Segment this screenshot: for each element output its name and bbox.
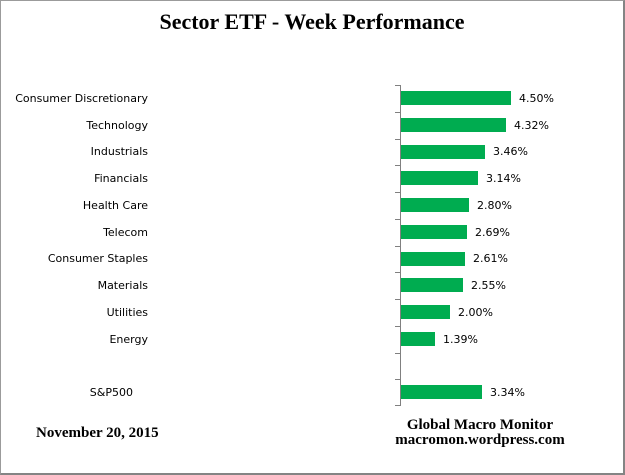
data-label: 3.46%	[493, 145, 528, 159]
source-url: macromon.wordpress.com	[395, 432, 565, 448]
data-label: 2.00%	[458, 305, 493, 319]
data-label: 2.61%	[473, 252, 508, 266]
chart-row: Consumer Staples 2.61%	[1, 246, 623, 273]
axis-tick	[395, 353, 400, 354]
data-label: 3.34%	[490, 386, 525, 400]
axis-tick	[395, 192, 400, 193]
data-label: 3.14%	[486, 172, 521, 186]
value-bar	[401, 171, 478, 186]
value-bar	[401, 224, 467, 239]
category-label: Financials	[94, 172, 148, 186]
chart-row: Financials 3.14%	[1, 165, 623, 192]
category-label: Consumer Discretionary	[15, 91, 148, 105]
data-label: 2.69%	[475, 225, 510, 239]
chart-row: S&P500 3.34%	[1, 379, 623, 406]
chart-row: Materials 2.55%	[1, 272, 623, 299]
value-bar	[401, 117, 506, 132]
value-bar	[401, 144, 485, 159]
value-bar	[401, 251, 465, 266]
value-bar	[401, 91, 511, 105]
category-label: Consumer Staples	[47, 252, 148, 266]
chart-row: Energy 1.39%	[1, 326, 623, 353]
chart-row: Consumer Discretionary 4.50%	[1, 85, 623, 112]
axis-tick	[395, 85, 400, 86]
category-label: Materials	[97, 279, 148, 293]
axis-tick	[395, 139, 400, 140]
value-bar	[401, 305, 450, 319]
category-label: Energy	[109, 332, 148, 346]
chart-row: Utilities 2.00%	[1, 299, 623, 326]
axis-tick	[395, 299, 400, 300]
axis-tick	[395, 165, 400, 166]
date-label: November 20, 2015	[36, 425, 159, 441]
value-bar	[401, 278, 463, 293]
axis-tick	[395, 272, 400, 273]
axis-tick	[395, 405, 400, 406]
source-name: Global Macro Monitor	[406, 417, 554, 433]
axis-tick	[395, 219, 400, 220]
axis-tick	[395, 112, 400, 113]
data-label: 4.32%	[514, 118, 549, 132]
chart-row: Industrials 3.46%	[1, 139, 623, 166]
chart-title: Sector ETF - Week Performance	[159, 9, 465, 34]
category-label: S&P500	[89, 386, 133, 400]
data-label: 2.55%	[471, 279, 506, 293]
data-label: 4.50%	[519, 91, 554, 105]
chart-row: Telecom 2.69%	[1, 219, 623, 246]
value-bar	[401, 198, 469, 212]
category-label: Telecom	[103, 225, 148, 239]
axis-tick	[395, 246, 400, 247]
category-axis-line	[400, 85, 401, 406]
bar-chart-plot-area: Consumer Discretionary 4.50% Technology 4.3…	[1, 85, 623, 406]
source-attribution: Global Macro Monitor macromon.wordpress.…	[370, 418, 590, 448]
axis-tick	[395, 326, 400, 327]
data-label: 2.80%	[477, 198, 512, 212]
data-label: 1.39%	[443, 332, 478, 346]
axis-tick	[395, 379, 400, 380]
chart-row: Technology 4.32%	[1, 112, 623, 139]
category-label: Technology	[86, 118, 148, 132]
category-label: Utilities	[106, 305, 148, 319]
chart-row: Health Care 2.80%	[1, 192, 623, 219]
value-bar	[401, 385, 482, 400]
value-bar	[401, 331, 435, 346]
category-label: Industrials	[90, 145, 148, 159]
category-label: Health Care	[82, 198, 148, 212]
